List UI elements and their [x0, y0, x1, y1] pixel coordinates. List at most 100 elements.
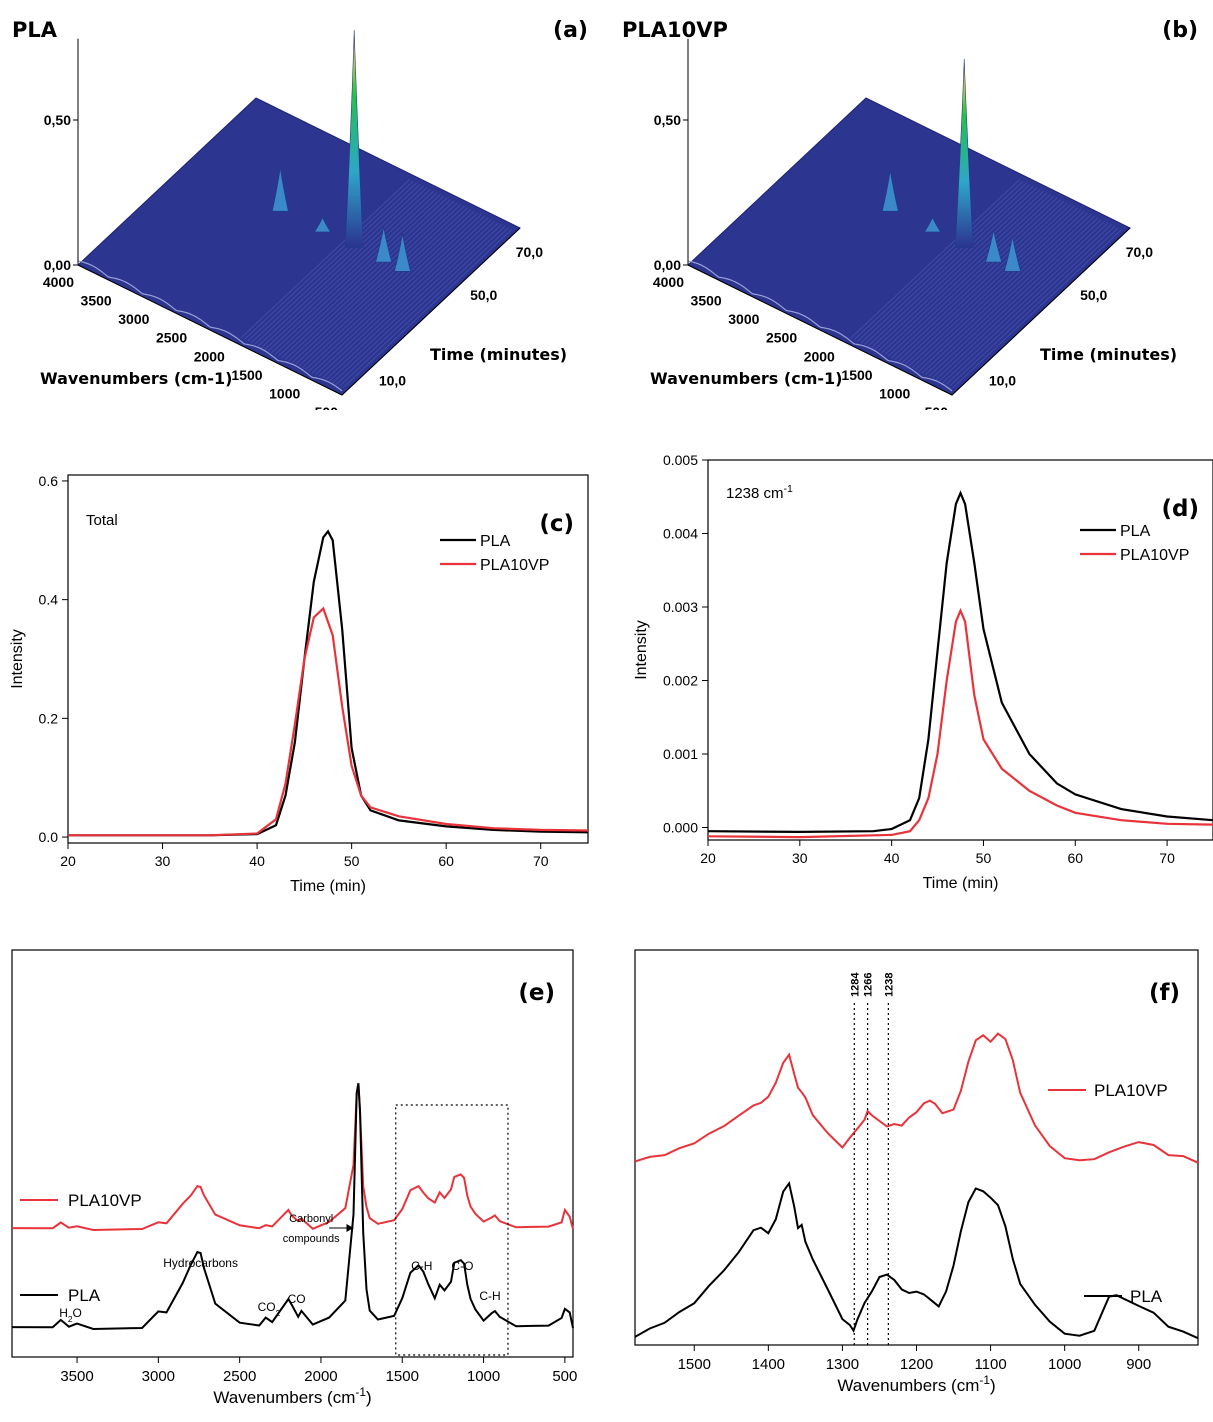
x-axis-title-tail: ) — [990, 1376, 996, 1395]
surface-streak — [925, 215, 1095, 375]
legend-label-pla: PLA — [1120, 523, 1151, 540]
surface-streak — [938, 222, 1109, 382]
surface-streak — [244, 180, 414, 340]
surface-streak — [874, 190, 1044, 350]
surface-streak — [881, 194, 1051, 354]
surface-peak — [271, 167, 289, 212]
y-tick-label: 0.2 — [39, 710, 59, 726]
surface-peak — [1004, 236, 1021, 272]
series-line-pla10vp — [11, 1083, 574, 1232]
x-tick-label: 4000 — [43, 274, 74, 290]
panel-f: 1500 1400 1300 1200 1100 1000 900 Wavenumbers (… — [610, 945, 1213, 1417]
series-label-pla10vp: PLA10VP — [1094, 1081, 1168, 1100]
surface-streak — [250, 184, 421, 344]
surface-streak — [904, 205, 1075, 365]
x-tick-label: 3000 — [728, 311, 759, 327]
annotation-h2o-part: O — [73, 1306, 82, 1320]
x-tick-label: 3000 — [142, 1368, 175, 1385]
series-line-pla10vp — [68, 606, 589, 837]
surface-streak — [887, 197, 1058, 357]
panel-annotation: Total — [86, 512, 118, 529]
x-tick-label: 50 — [344, 853, 360, 869]
plot-frame — [707, 459, 1213, 841]
panel-label: (a) — [553, 18, 588, 43]
panel-annotation-main: 1238 cm — [726, 485, 784, 502]
surface-streak — [857, 182, 1027, 342]
x-tick-label: 3500 — [81, 293, 112, 309]
panel-d: 20 30 40 50 60 70 0.000 0.001 0.002 0.003 0.004 0.0… — [610, 445, 1213, 910]
x-axis-title-main: Wavenumbers (cm — [213, 1388, 355, 1407]
surface-streak — [942, 224, 1112, 384]
annotation-ch1: C-H — [411, 1259, 432, 1273]
x-tick-label: 50 — [976, 850, 992, 866]
surface-streak — [254, 185, 424, 345]
z-tick-label: 0,50 — [654, 112, 681, 128]
surface-chart-a: 0,00 0,50 4000 3500 3000 2500 2000 1500 1000 500 W… — [12, 18, 588, 420]
y-tick-label: 0.6 — [39, 473, 59, 489]
annotation-co2: CO2 — [258, 1300, 281, 1318]
surface-streak — [298, 207, 468, 367]
x-axis-title-sup: -1 — [355, 1385, 366, 1399]
x-tick-label: 1200 — [900, 1356, 933, 1373]
surface-streak — [305, 210, 475, 370]
x-tick-label: 900 — [1126, 1356, 1151, 1373]
panel-a: 0,00 0,50 4000 3500 3000 2500 2000 1500 1000 500 W… — [0, 0, 600, 420]
annotation-carbonyl-line2: compounds — [283, 1233, 340, 1245]
surface-streak — [898, 202, 1068, 362]
surface-streak — [328, 222, 499, 382]
surface-streak — [901, 204, 1072, 364]
x-tick-label: 30 — [155, 853, 171, 869]
surface-streak — [342, 229, 513, 389]
x-tick-label: 4000 — [653, 274, 684, 290]
panel-annotation-sup: -1 — [784, 483, 793, 495]
z-tick-label: 0,00 — [654, 257, 681, 273]
surface-streak — [915, 210, 1085, 370]
surface-streak — [332, 224, 502, 384]
surface-streak — [918, 212, 1089, 372]
annotation-carbonyl-arrowhead — [346, 1224, 354, 1232]
reference-label-1284: 1284 — [849, 972, 861, 997]
x-axis-title-tail: ) — [366, 1388, 372, 1407]
surface-streak — [322, 219, 492, 379]
x-axis-title: Time (min) — [290, 878, 366, 895]
x-axis-line — [77, 264, 343, 396]
x-tick-label: 500 — [925, 404, 949, 410]
surface-streak — [311, 214, 482, 374]
x-tick-label: 1000 — [879, 385, 910, 401]
surface-peak — [954, 59, 974, 248]
x-tick-label: 1300 — [826, 1356, 859, 1373]
surface-streak — [325, 220, 496, 380]
x-tick-label: 1500 — [678, 1356, 711, 1373]
surface-peak — [985, 230, 1003, 263]
y-tick-label: 0.004 — [663, 526, 698, 542]
z-tick-label: 0,00 — [44, 257, 71, 273]
y-axis-line — [341, 227, 521, 396]
annotation-h2o-part: 2 — [68, 1314, 73, 1324]
y-tick-label: 0.005 — [663, 452, 698, 468]
plot-frame — [11, 949, 574, 1358]
annotation-carbonyl-line1: Carbonyl — [289, 1213, 333, 1225]
surface-streak — [928, 217, 1099, 377]
panel-e: 3500 3000 2500 2000 1500 1000 500 Wavenumbers (… — [0, 945, 600, 1417]
surface-streak — [870, 189, 1041, 349]
y-tick-label: 0.002 — [663, 673, 698, 689]
y-tick-label: 10,0 — [989, 373, 1016, 389]
surface-streak — [294, 205, 465, 365]
y-axis-title: Time (minutes) — [430, 345, 567, 364]
annotation-h2o: H2O — [59, 1306, 82, 1324]
annotation-co2-part: 2 — [276, 1308, 281, 1318]
surface-streak — [284, 200, 455, 360]
surface-streak — [867, 187, 1038, 347]
x-tick-label: 1100 — [974, 1356, 1006, 1373]
z-tick-label: 0,50 — [44, 112, 71, 128]
surface-front-edge — [687, 260, 953, 392]
surface-streak — [921, 214, 1092, 374]
x-axis-title-sup: -1 — [979, 1373, 990, 1387]
x-axis-line — [687, 264, 953, 396]
x-axis-title: Wavenumbers (cm-1) — [837, 1373, 995, 1395]
surface-streak — [884, 195, 1055, 355]
surface-streak — [301, 209, 472, 369]
series-line-pla — [11, 1083, 574, 1331]
y-tick-label: 50,0 — [470, 287, 497, 303]
panel-label: (d) — [1162, 496, 1200, 522]
